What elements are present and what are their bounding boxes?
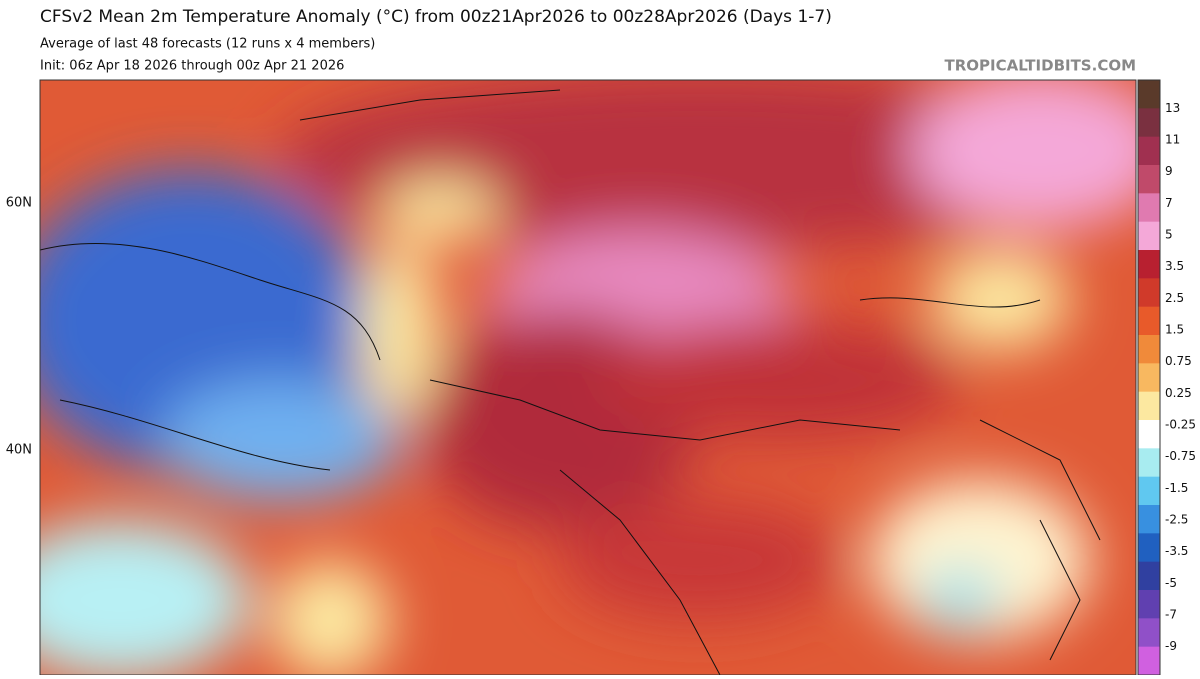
colorbar-label: 9 [1165,164,1173,178]
colorbar-label: 0.25 [1165,386,1192,400]
colorbar-label: 13 [1165,101,1180,115]
colorbar-swatch [1138,505,1160,534]
colorbar-label: -2.5 [1165,513,1188,527]
colorbar-swatch [1138,306,1160,336]
init-line: Init: 06z Apr 18 2026 through 00z Apr 21… [40,59,344,74]
colorbar-swatch [1138,533,1160,563]
colorbar-label: 1.5 [1165,323,1184,337]
colorbar-swatch [1138,165,1160,194]
colorbar-swatch [1138,136,1160,166]
colorbar-swatch [1138,448,1160,478]
lat-label: 40N [6,443,32,458]
colorbar-swatch [1138,193,1160,223]
subtitle: Average of last 48 forecasts (12 runs x … [40,37,375,52]
lat-label: 60N [6,196,32,211]
colorbar-swatch [1138,221,1160,251]
colorbar-swatch [1138,646,1160,676]
colorbar-label: -3.5 [1165,544,1188,558]
colorbar-swatch [1138,561,1160,591]
colorbar-swatch [1138,278,1160,308]
colorbar-swatch [1138,250,1160,279]
colorbar-swatch [1138,420,1160,449]
title: CFSv2 Mean 2m Temperature Anomaly (°C) f… [40,7,832,27]
colorbar-swatch [1138,476,1160,506]
colorbar-swatch [1138,391,1160,421]
colorbar-swatch [1138,335,1160,364]
colorbar-label: 2.5 [1165,291,1184,305]
watermark: TROPICALTIDBITS.COM [945,57,1137,75]
colorbar-label: -1.5 [1165,481,1188,495]
map [40,80,1136,675]
colorbar-label: -9 [1165,639,1177,653]
colorbar-swatch [1138,590,1160,619]
colorbar-swatch [1138,363,1160,393]
colorbar-swatch [1138,618,1160,648]
colorbar: 13 11 9 7 5 3.5 2.5 1.5 0.75 0.25 -0.25 -0.75 -1.5 -2… [1137,79,1196,676]
borders [40,89,1101,675]
colorbar-label: 0.75 [1165,354,1192,368]
colorbar-label: -0.25 [1165,418,1196,432]
colorbar-label: -7 [1165,608,1177,622]
colorbar-label: -0.75 [1165,449,1196,463]
colorbar-swatch [1138,108,1160,138]
colorbar-label: 11 [1165,133,1180,147]
colorbar-label: 3.5 [1165,259,1184,273]
colorbar-label: -5 [1165,576,1177,590]
colorbar-label: 7 [1165,196,1173,210]
colorbar-label: 5 [1165,228,1173,242]
colorbar-swatch [1138,80,1160,109]
